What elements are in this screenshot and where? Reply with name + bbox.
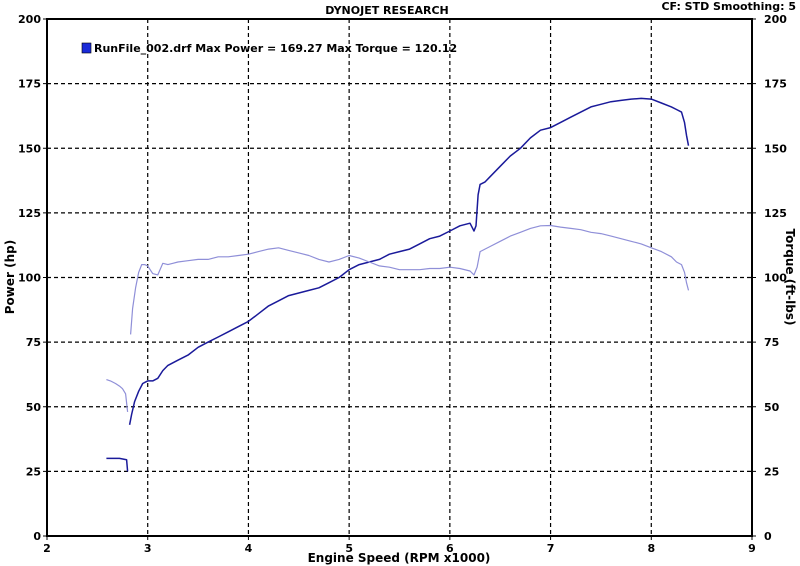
x-tick-label: 3 bbox=[144, 542, 152, 555]
torque-series-line bbox=[130, 224, 690, 335]
grid bbox=[47, 19, 752, 536]
legend-text: RunFile_002.drf Max Power = 169.27 Max T… bbox=[94, 42, 457, 55]
y-tick-label-left: 75 bbox=[26, 336, 41, 349]
y-tick-label-left: 0 bbox=[33, 530, 41, 543]
y-tick-label-left: 50 bbox=[26, 401, 42, 414]
x-tick-label: 2 bbox=[43, 542, 51, 555]
y-tick-label-right: 125 bbox=[764, 207, 787, 220]
y-tick-label-right: 25 bbox=[764, 465, 779, 478]
y-axis-label-right: Torque (ft-lbs) bbox=[783, 229, 797, 326]
x-axis-label: Engine Speed (RPM x1000) bbox=[308, 551, 491, 565]
plot-frame bbox=[46, 18, 753, 537]
y-axis-label-left: Power (hp) bbox=[3, 240, 17, 314]
x-tick-label: 6 bbox=[446, 542, 454, 555]
y-tick-label-right: 50 bbox=[764, 401, 780, 414]
y-tick-label-right: 75 bbox=[764, 336, 779, 349]
legend-swatch bbox=[81, 42, 92, 54]
y-tick-label-left: 125 bbox=[18, 207, 41, 220]
series-layer bbox=[106, 97, 690, 472]
chart-title: DYNOJET RESEARCH bbox=[325, 4, 448, 17]
y-tick-label-left: 200 bbox=[18, 13, 41, 26]
correction-label: CF: STD Smoothing: 5 bbox=[661, 0, 796, 13]
legend: RunFile_002.drf Max Power = 169.27 Max T… bbox=[81, 42, 457, 55]
y-tick-label-left: 25 bbox=[26, 465, 41, 478]
torque-series-line bbox=[106, 379, 129, 412]
x-tick-label: 5 bbox=[345, 542, 353, 555]
y-tick-label-right: 200 bbox=[764, 13, 787, 26]
x-tick-label: 4 bbox=[245, 542, 253, 555]
y-tick-label-left: 100 bbox=[18, 272, 41, 285]
x-tick-label: 7 bbox=[547, 542, 555, 555]
y-tick-label-right: 0 bbox=[764, 530, 772, 543]
power-series-line bbox=[106, 457, 129, 472]
y-tick-label-right: 175 bbox=[764, 78, 787, 91]
power-series-line bbox=[128, 97, 690, 425]
x-tick-label: 9 bbox=[748, 542, 756, 555]
y-tick-label-right: 150 bbox=[764, 142, 787, 155]
y-tick-label-left: 175 bbox=[18, 78, 41, 91]
x-tick-label: 8 bbox=[647, 542, 655, 555]
y-tick-label-left: 150 bbox=[18, 142, 41, 155]
y-tick-label-right: 100 bbox=[764, 272, 787, 285]
